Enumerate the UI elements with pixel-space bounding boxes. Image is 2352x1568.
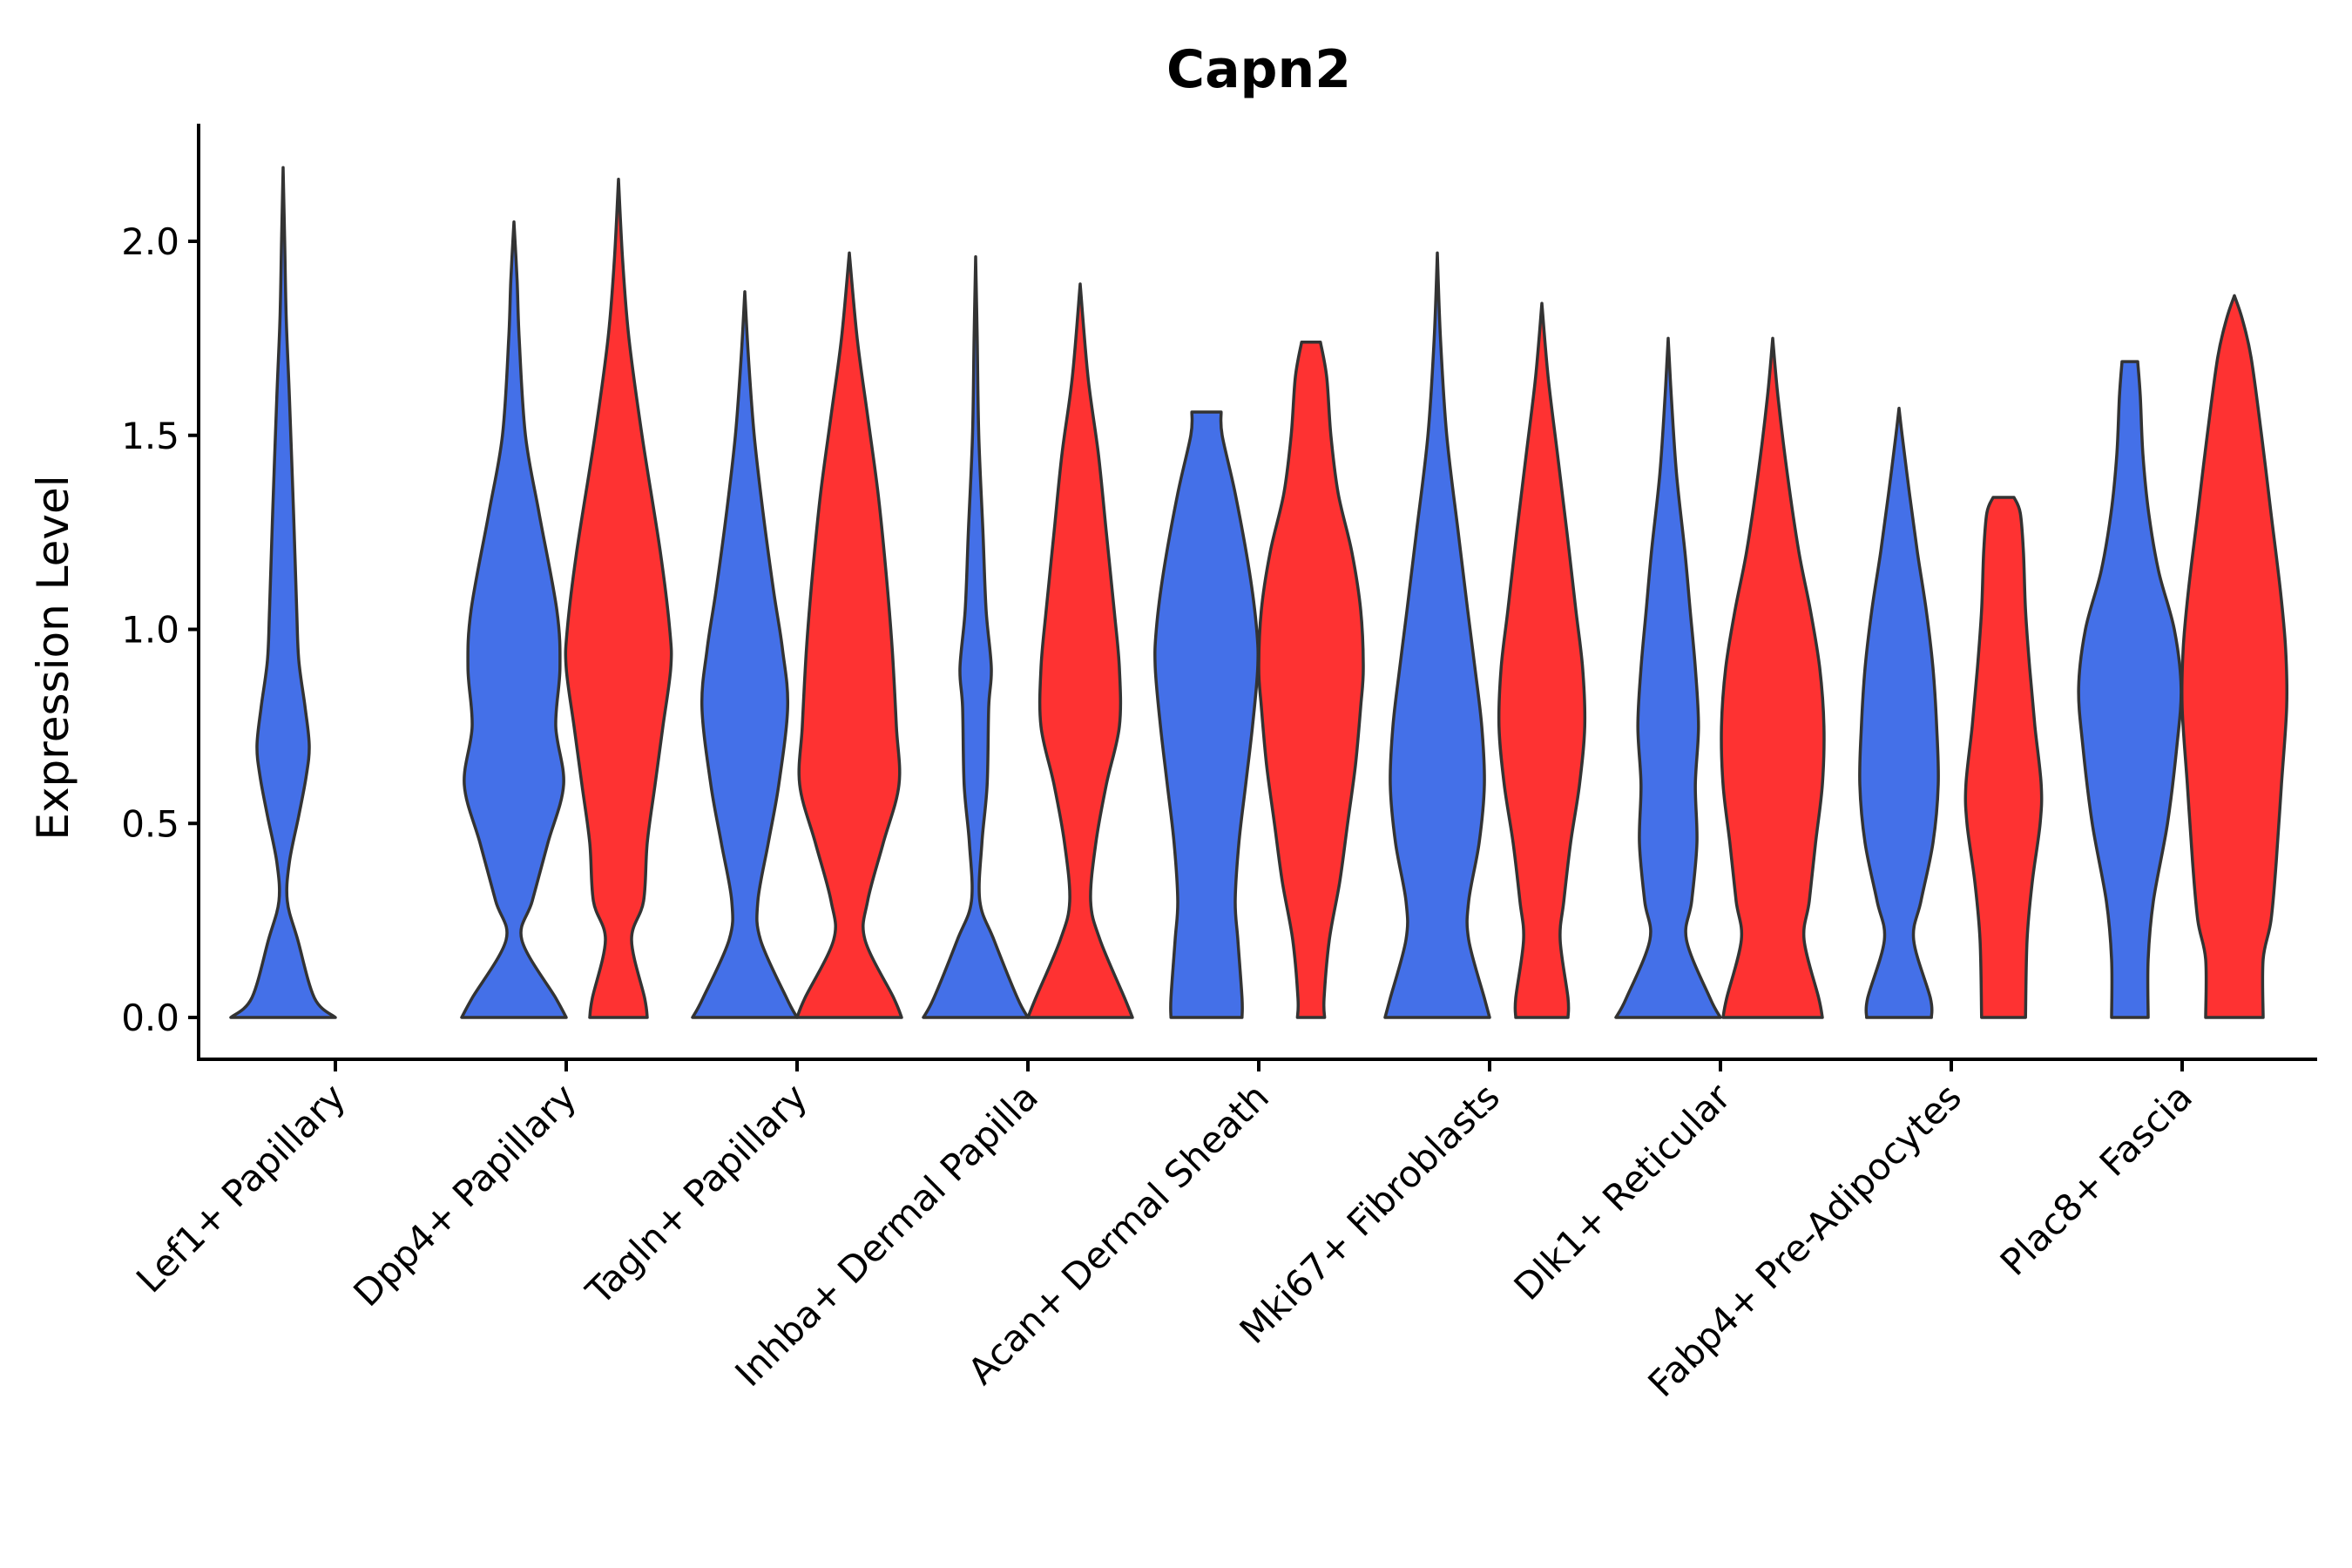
violin-b-acan-dermal-sheath — [1257, 341, 1365, 1019]
violin-b-fabp4-pre-adipocytes — [1963, 496, 2044, 1019]
chart-title: Capn2 — [1166, 39, 1351, 100]
y-tick-label: 1.5 — [121, 415, 179, 457]
y-tick-label: 0.0 — [121, 997, 179, 1039]
y-tick-label: 0.5 — [121, 802, 179, 845]
violin-a-mki67-fibroblasts — [1383, 251, 1491, 1019]
violin-b-plac8-fascia — [2180, 294, 2289, 1019]
x-tick-label: Lef1+ Papillary — [128, 1075, 354, 1301]
violin-b-tagln-papillary — [795, 251, 903, 1019]
x-tick-label: Dpp4+ Papillary — [345, 1075, 585, 1315]
y-axis-label: Expression Level — [28, 475, 78, 840]
x-tick-label: Plac8+ Fascia — [1992, 1075, 2200, 1283]
violin-a-dlk1-reticular — [1614, 336, 1722, 1019]
violin-a-inhba-dermal-papilla — [922, 255, 1030, 1019]
violin-b-dpp4-papillary — [564, 177, 673, 1019]
violins-layer — [229, 166, 2289, 1019]
x-tick-label: Dlk1+ Reticular — [1506, 1075, 1740, 1308]
y-tick-label: 1.0 — [121, 609, 179, 652]
violin-a-lef1-papillary — [229, 166, 337, 1019]
violin-b-inhba-dermal-papilla — [1026, 282, 1134, 1019]
violin-a-acan-dermal-sheath — [1153, 410, 1260, 1019]
x-tick-label: Tagln+ Papillary — [578, 1075, 815, 1313]
violin-a-tagln-papillary — [691, 290, 799, 1019]
y-tick-label: 2.0 — [121, 220, 179, 263]
violin-a-dpp4-papillary — [460, 220, 568, 1019]
violin-b-dlk1-reticular — [1720, 336, 1826, 1019]
y-ticks: 0.0 0.5 1.0 1.5 2.0 — [121, 220, 199, 1039]
x-tick-label: Mki67+ Fibroblasts — [1232, 1075, 1508, 1351]
violin-a-fabp4-pre-adipocytes — [1858, 406, 1940, 1019]
violin-a-plac8-fascia — [2077, 360, 2183, 1019]
violin-b-mki67-fibroblasts — [1497, 301, 1587, 1019]
